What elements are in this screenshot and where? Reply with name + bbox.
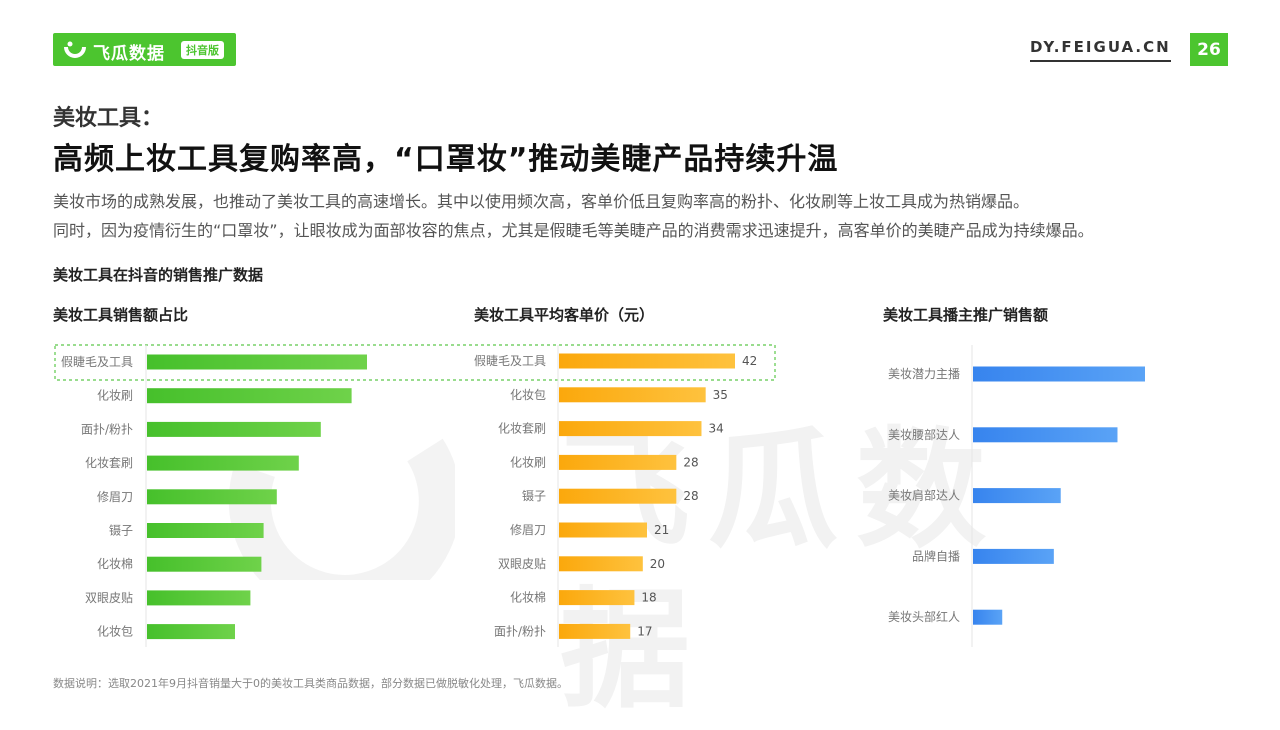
- chart-1-bar: [559, 454, 677, 470]
- chart-0-category-label: 双眼皮贴: [85, 591, 133, 605]
- brand-logo[interactable]: 飞瓜数据 抖音版: [53, 33, 236, 66]
- chart-1-value-label: 20: [650, 557, 665, 571]
- chart-0-category-label: 化妆刷: [97, 389, 133, 403]
- chart-1-bar: [559, 353, 735, 369]
- chart-1-value-label: 34: [708, 422, 723, 436]
- chart-1-value-label: 35: [713, 388, 728, 402]
- chart-1-category-label: 化妆套刷: [498, 422, 546, 436]
- chart-0-bar: [147, 421, 321, 437]
- chart-0-bar: [147, 590, 251, 606]
- chart-2-bar: [973, 609, 1003, 625]
- section-label: 美妆工具：: [53, 106, 164, 131]
- chart-0-bar: [147, 354, 367, 370]
- chart-0-bar: [147, 489, 277, 505]
- chart-1-value-label: 28: [683, 489, 698, 503]
- chart-2-bar: [973, 366, 1145, 382]
- chart-0-category-label: 镊子: [109, 524, 133, 538]
- chart-2-bar: [973, 488, 1061, 504]
- chart-1-category-label: 假睫毛及工具: [474, 354, 546, 368]
- chart-0-category-label: 假睫毛及工具: [61, 355, 133, 369]
- page-number: 26: [1190, 33, 1228, 66]
- chart-2-category-label: 美妆腰部达人: [888, 427, 960, 442]
- description-line-2: 同时，因为疫情衍生的“口罩妆”，让眼妆成为面部妆容的焦点，尤其是假睫毛等美睫产品…: [53, 221, 1094, 240]
- chart-2-category-label: 品牌自播: [912, 549, 960, 563]
- chart-1-category-label: 双眼皮贴: [498, 557, 546, 571]
- chart-2-bar: [973, 427, 1118, 443]
- brand-name: 飞瓜数据: [93, 44, 165, 64]
- chart-0-category-label: 化妆套刷: [85, 456, 133, 470]
- chart-1-bar: [559, 556, 643, 572]
- charts-title: 美妆工具在抖音的销售推广数据: [53, 266, 264, 284]
- data-note: 数据说明：选取2021年9月抖音销量大于0的美妆工具类商品数据，部分数据已做脱敏…: [53, 677, 568, 690]
- chart-2-bar: [973, 548, 1054, 564]
- chart-title-sales-share: 美妆工具销售额占比: [53, 306, 189, 324]
- chart-0-bar: [147, 388, 352, 404]
- chart-0-category-label: 修眉刀: [97, 489, 133, 504]
- chart-1-category-label: 修眉刀: [510, 522, 546, 537]
- chart-1-value-label: 18: [641, 591, 656, 605]
- chart-0-bar: [147, 624, 235, 640]
- chart-1-category-label: 镊子: [522, 489, 546, 503]
- chart-1-category-label: 面扑/粉扑: [494, 624, 546, 638]
- chart-1-bar: [559, 590, 635, 606]
- chart-1-bar: [559, 623, 631, 639]
- chart-0-bar: [147, 556, 262, 572]
- chart-title-avg-price: 美妆工具平均客单价（元）: [474, 306, 655, 324]
- chart-1-category-label: 化妆刷: [510, 455, 546, 469]
- chart-1-value-label: 42: [742, 354, 757, 368]
- chart-1-category-label: 化妆棉: [510, 591, 546, 605]
- melon-logo-icon: [64, 41, 86, 58]
- chart-0-category-label: 化妆棉: [97, 557, 133, 571]
- chart-0-category-label: 面扑/粉扑: [81, 422, 133, 436]
- chart-2-category-label: 美妆肩部达人: [888, 488, 960, 503]
- chart-2-category-label: 美妆潜力主播: [888, 367, 960, 381]
- chart-1-bar: [559, 421, 702, 437]
- page-title: 高频上妆工具复购率高，“口罩妆”推动美睫产品持续升温: [53, 142, 839, 177]
- site-link[interactable]: DY.FEIGUA.CN: [1030, 38, 1171, 62]
- chart-1-bar: [559, 488, 677, 504]
- chart-title-streamer-sales: 美妆工具播主推广销售额: [883, 306, 1049, 324]
- chart-0-bar: [147, 523, 264, 538]
- chart-0-bar: [147, 455, 299, 471]
- highlight-box: [54, 344, 776, 381]
- description-line-1: 美妆市场的成熟发展，也推动了美妆工具的高速增长。其中以使用频次高，客单价低且复购…: [53, 192, 1030, 211]
- chart-1-category-label: 化妆包: [510, 388, 546, 402]
- chart-2-category-label: 美妆头部红人: [888, 609, 960, 624]
- chart-1-bar: [559, 522, 647, 538]
- brand-badge: 抖音版: [181, 41, 224, 59]
- chart-0-category-label: 化妆包: [97, 625, 133, 639]
- chart-1-bar: [559, 387, 706, 403]
- chart-1-value-label: 21: [654, 523, 669, 537]
- chart-1-value-label: 17: [637, 624, 652, 638]
- chart-1-value-label: 28: [683, 455, 698, 469]
